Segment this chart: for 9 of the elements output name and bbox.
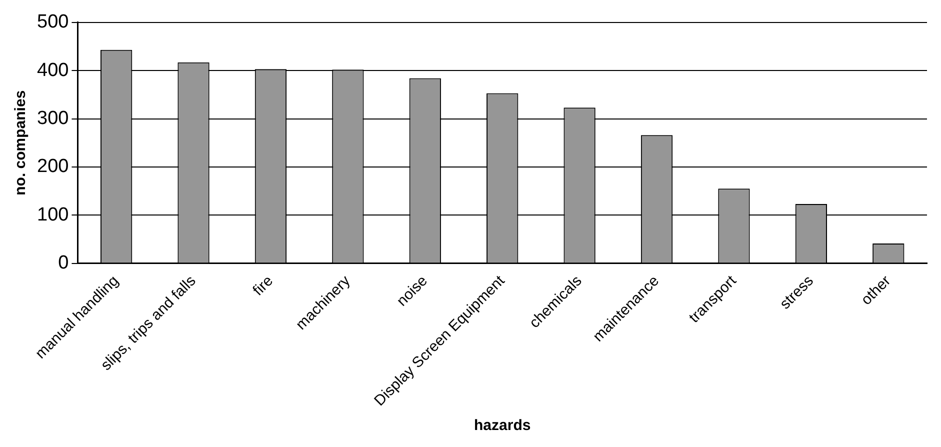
y-tick-label: 500	[37, 12, 69, 33]
y-axis-title: no. companies	[12, 90, 30, 196]
y-tick-label: 300	[37, 108, 69, 129]
y-tick-label: 400	[37, 60, 69, 81]
x-axis-title: hazards	[474, 417, 531, 434]
y-tick-label: 100	[37, 204, 69, 226]
x-tick-label: fire	[250, 272, 276, 300]
y-tick-label: 0	[58, 252, 69, 274]
y-tick-label: 200	[37, 156, 69, 178]
